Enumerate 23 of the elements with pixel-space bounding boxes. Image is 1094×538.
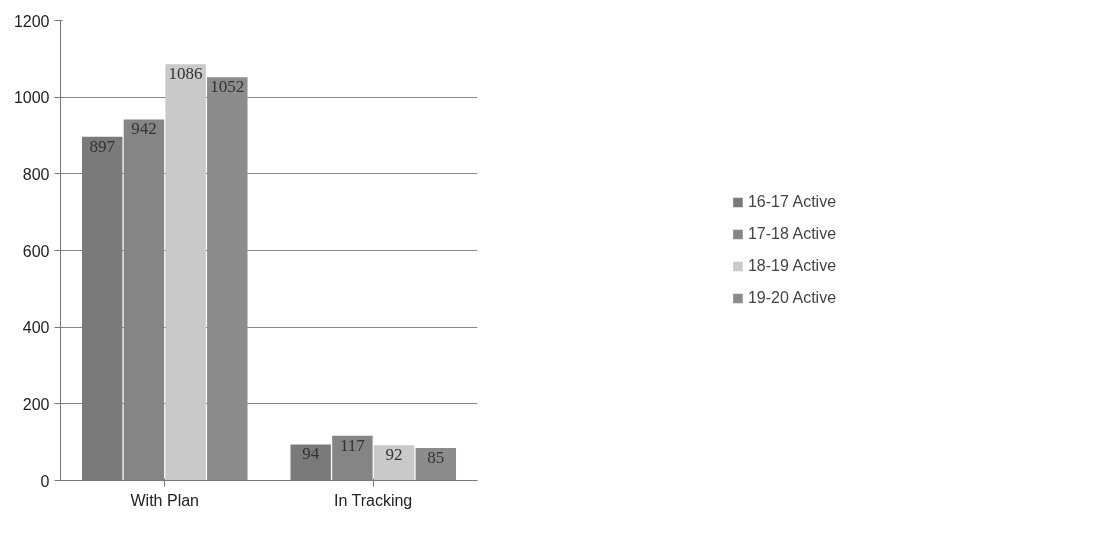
data-label: 942: [131, 119, 157, 139]
legend-label: 18-19 Active: [747, 257, 837, 275]
data-label: 117: [339, 435, 366, 455]
y-tick-label: 1000: [13, 89, 50, 107]
y-tick-label: 400: [22, 319, 50, 337]
legend-label: 16-17 Active: [747, 193, 837, 211]
x-tick-label: In Tracking: [333, 491, 413, 509]
y-tick-label: 0: [40, 472, 50, 490]
data-label: 85: [427, 447, 445, 467]
y-tick-label: 200: [22, 395, 50, 413]
legend-label: 19-20 Active: [747, 289, 837, 307]
bar: [165, 64, 206, 481]
y-tick-label: 1200: [13, 12, 50, 30]
data-label: 1086: [168, 64, 203, 84]
data-label: 897: [89, 136, 116, 156]
data-label: 94: [302, 444, 320, 464]
y-tick-label: 800: [22, 165, 50, 183]
x-tick-label: With Plan: [130, 491, 199, 509]
data-label: 92: [385, 445, 403, 465]
legend-label: 17-18 Active: [747, 225, 837, 243]
data-label: 1052: [210, 77, 245, 97]
y-tick-label: 600: [22, 242, 50, 260]
bar: [373, 445, 415, 481]
